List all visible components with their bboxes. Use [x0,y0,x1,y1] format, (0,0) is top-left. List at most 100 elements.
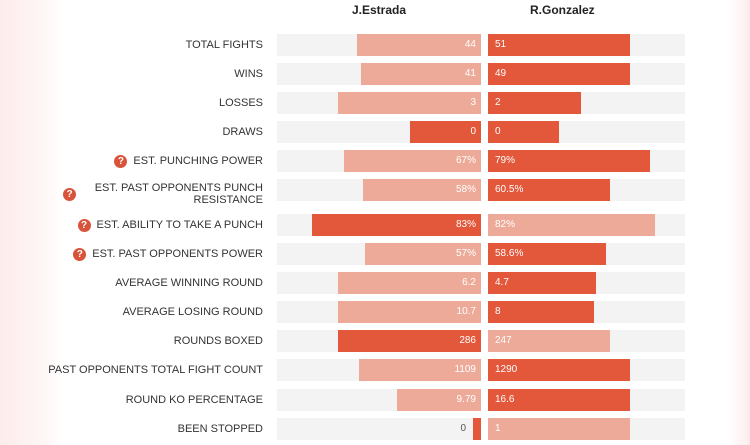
bar-track-left: 83% [277,214,481,236]
stat-bar-right [488,150,650,172]
stat-value-right: 4.7 [495,277,509,288]
stat-value-left: 286 [459,335,476,346]
stat-value-right: 79% [495,155,516,166]
stat-label-group: ROUNDS BOXED [174,330,263,352]
stat-bar-right [488,359,630,381]
stat-bar-left [397,389,481,411]
stat-value-right: 0 [495,126,501,137]
left-edge-shade [0,0,62,445]
bar-track-left: 44 [277,34,481,56]
stat-value-left: 0 [470,126,476,137]
stat-row: PAST OPPONENTS TOTAL FIGHT COUNT 1109 1290 [0,359,750,381]
stat-label: AVERAGE WINNING ROUND [115,277,263,289]
stat-value-left: 6.2 [462,277,476,288]
help-icon[interactable]: ? [73,247,87,261]
stat-bar-left [338,301,481,323]
bar-track-right: 51 [488,34,685,56]
bar-track-right: 1 [488,418,685,440]
stat-label: EST. PAST OPPONENTS POWER [92,248,263,260]
stat-label-group: ? EST. PAST OPPONENTS PUNCH RESISTANCE [63,179,263,209]
stat-label-group: AVERAGE WINNING ROUND [115,272,263,294]
bar-track-right: 4.7 [488,272,685,294]
stat-value-left: 83% [455,219,476,230]
stat-label: WINS [234,68,263,80]
stat-bar-right [488,243,606,265]
stat-value-left: 10.7 [456,306,476,317]
stat-label-group: DRAWS [222,121,263,143]
stat-value-right: 1290 [495,364,518,375]
stat-label: BEEN STOPPED [177,423,263,435]
stat-bar-left [363,179,481,201]
help-icon[interactable]: ? [114,154,128,168]
help-icon[interactable]: ? [63,187,76,201]
stat-label: AVERAGE LOSING ROUND [122,306,263,318]
stat-label-group: TOTAL FIGHTS [186,34,263,56]
stat-value-right: 60.5% [495,184,524,195]
help-icon[interactable]: ? [77,218,91,232]
stat-bar-left [359,359,481,381]
bar-track-right: 2 [488,92,685,114]
stat-label: PAST OPPONENTS TOTAL FIGHT COUNT [48,364,263,376]
stat-label: EST. PUNCHING POWER [133,155,263,167]
stat-label-group: ? EST. PAST OPPONENTS POWER [73,243,263,265]
stat-label-group: AVERAGE LOSING ROUND [123,301,263,323]
right-edge-shade [728,0,750,445]
stat-bar-left [357,34,481,56]
stat-value-right: 16.6 [495,394,515,405]
stat-value-left: 44 [464,39,476,50]
stat-value-right: 82% [495,219,516,230]
bar-track-right: 49 [488,63,685,85]
stat-label: DRAWS [222,126,263,138]
bar-track-right: 8 [488,301,685,323]
stat-bar-left [338,330,481,352]
stat-bar-left [312,214,481,236]
bar-track-right: 247 [488,330,685,352]
stat-bar-right [488,418,630,440]
fighter-name-left: J.Estrada [352,3,407,17]
stat-label: ROUNDS BOXED [173,335,263,347]
stat-value-left: 9.79 [456,394,476,405]
stat-row: ? EST. PAST OPPONENTS POWER 57% 58.6% [0,243,750,265]
stat-row: ROUND KO PERCENTAGE 9.79 16.6 [0,389,750,411]
stat-row: AVERAGE LOSING ROUND 10.7 8 [0,301,750,323]
stat-row: ROUNDS BOXED 286 247 [0,330,750,352]
stat-bar-left [344,150,481,172]
stat-label: EST. PAST OPPONENTS PUNCH RESISTANCE [94,182,263,206]
bar-track-right: 79% [488,150,685,172]
stat-label: ROUND KO PERCENTAGE [125,394,263,406]
stat-row: LOSSES 3 2 [0,92,750,114]
stat-bar-right [488,389,630,411]
stat-bar-right [488,272,596,294]
stat-value-right: 1 [495,423,501,434]
stat-value-right: 51 [495,39,507,50]
stat-value-left: 3 [470,97,476,108]
stat-value-left: 0 [460,423,466,434]
fighter-name-right: R.Gonzalez [530,3,595,17]
stat-value-right: 8 [495,306,501,317]
stat-row: BEEN STOPPED 0 1 [0,418,750,440]
stat-bar-right [488,214,655,236]
stat-value-right: 247 [495,335,512,346]
bar-track-right: 16.6 [488,389,685,411]
stat-value-right: 58.6% [495,248,524,259]
stat-bar-right [488,330,610,352]
stat-bar-right [488,121,559,143]
stat-row: WINS 41 49 [0,63,750,85]
stat-value-left: 57% [455,248,476,259]
bar-track-left: 67% [277,150,481,172]
stat-label-group: ? EST. ABILITY TO TAKE A PUNCH [77,214,264,236]
bar-track-left: 286 [277,330,481,352]
stat-bar-right [488,63,630,85]
stat-row: ? EST. PUNCHING POWER 67% 79% [0,150,750,172]
stat-label-group: PAST OPPONENTS TOTAL FIGHT COUNT [48,359,263,381]
stat-value-left: 67% [455,155,476,166]
stat-label: LOSSES [218,97,263,109]
stat-value-right: 49 [495,68,507,79]
stat-row: AVERAGE WINNING ROUND 6.2 4.7 [0,272,750,294]
bar-track-left: 9.79 [277,389,481,411]
bar-track-left: 6.2 [277,272,481,294]
stat-bar-left [410,121,481,143]
stat-label: EST. ABILITY TO TAKE A PUNCH [96,219,264,231]
stat-value-left: 1109 [454,364,476,375]
stat-value-left: 41 [464,68,476,79]
